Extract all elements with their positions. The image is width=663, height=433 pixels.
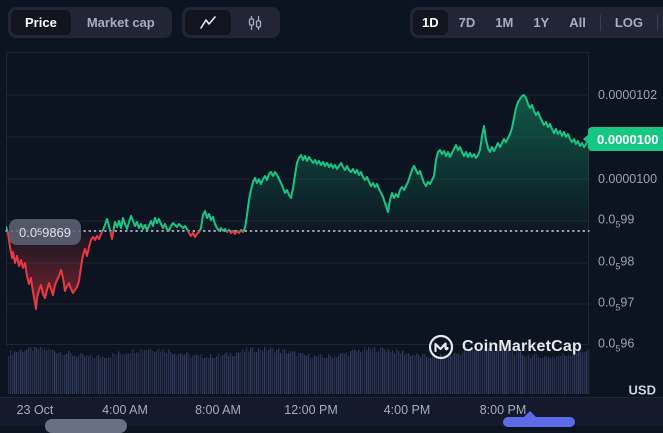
tab-market-cap[interactable]: Market cap: [73, 10, 169, 35]
chart-type-toggle: [182, 7, 280, 38]
watermark-text: CoinMarketCap: [462, 338, 582, 355]
x-axis-label: 8:00 PM: [479, 403, 527, 417]
range-1d[interactable]: 1D: [413, 10, 448, 35]
y-axis: 0.0000102 0.0000100 0.0599 0.0598 0.0597 0.05…: [589, 0, 663, 400]
tab-price[interactable]: Price: [11, 10, 71, 35]
line-chart-button[interactable]: [185, 10, 231, 35]
x-axis-label: 4:00 AM: [102, 403, 148, 417]
candlestick-icon: [248, 15, 262, 30]
timeline-handle[interactable]: [503, 411, 575, 427]
bottom-scroll-pill[interactable]: [45, 419, 127, 433]
y-axis-label: 0.0598: [598, 254, 635, 272]
log-scale-toggle[interactable]: LOG: [606, 10, 652, 35]
range-toolbar: 1D 7D 1M 1Y All LOG ···: [410, 7, 663, 38]
y-axis-label: 0.0000102: [598, 88, 658, 102]
range-all[interactable]: All: [560, 10, 595, 35]
y-axis-label: 0.0000100: [598, 172, 658, 186]
y-axis-label: 0.0597: [598, 295, 635, 313]
metric-toggle: Price Market cap: [8, 7, 172, 38]
previous-close-badge: 0.0 5 9869: [9, 219, 82, 245]
range-1m[interactable]: 1M: [486, 10, 522, 35]
y-axis-label: 0.0596: [598, 336, 635, 354]
x-axis-label: 23 Oct: [16, 403, 54, 417]
toolbar-divider: [599, 14, 601, 31]
line-chart-icon: [200, 15, 216, 29]
coinmarketcap-watermark: CoinMarketCap: [428, 334, 582, 360]
range-1y[interactable]: 1Y: [524, 10, 558, 35]
current-price-badge: 0.0000100: [588, 127, 663, 151]
x-axis-label: 12:00 PM: [284, 403, 338, 417]
candlestick-chart-button[interactable]: [233, 10, 277, 35]
range-7d[interactable]: 7D: [450, 10, 485, 35]
chart-toolbar: Price Market cap: [0, 0, 663, 46]
x-axis-label: 4:00 PM: [383, 403, 431, 417]
x-axis-label: 8:00 AM: [195, 403, 241, 417]
y-axis-label: 0.0599: [598, 212, 635, 230]
coinmarketcap-logo-icon: [428, 334, 454, 360]
axis-unit-label: USD: [628, 382, 656, 398]
toolbar-divider: [657, 14, 659, 31]
